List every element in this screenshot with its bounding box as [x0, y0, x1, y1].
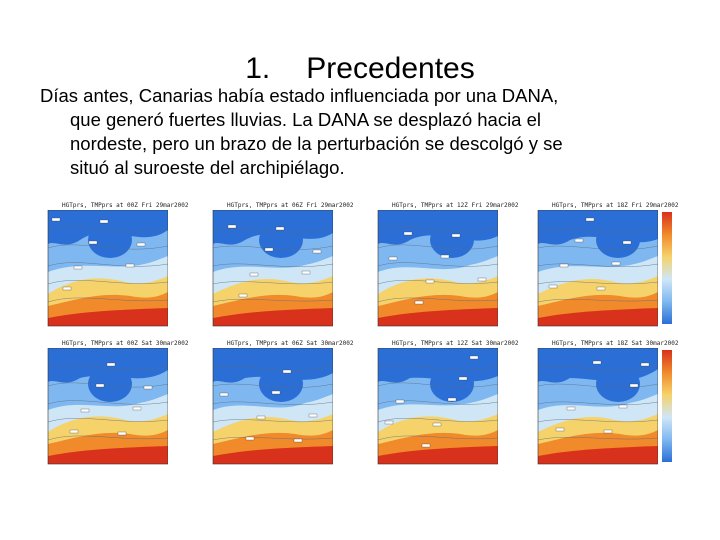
- title-text: Precedentes: [306, 52, 475, 85]
- paragraph-line: nordeste, pero un brazo de la perturbaci…: [70, 133, 563, 154]
- temperature-field-map: [47, 210, 168, 327]
- weather-map-panel: HGTprs, TMPprs at 00Z Fri 29mar2002: [40, 202, 189, 340]
- temperature-field-map: [47, 348, 168, 465]
- paragraph-line: situó al suroeste del archipiélago.: [70, 157, 345, 178]
- map-caption: HGTprs, TMPprs at 18Z Sat 30mar2002: [552, 340, 679, 347]
- map-caption: HGTprs, TMPprs at 06Z Fri 29mar2002: [227, 202, 354, 209]
- intro-paragraph: Días antes, Canarias había estado influe…: [40, 84, 680, 180]
- paragraph-line: que generó fuertes lluvias. La DANA se d…: [70, 109, 542, 130]
- weather-map-panel: HGTprs, TMPprs at 06Z Fri 29mar2002: [205, 202, 354, 340]
- temperature-field-map: [212, 348, 333, 465]
- title-number: 1.: [245, 52, 271, 85]
- colorbar-top: [662, 212, 672, 324]
- map-caption: HGTprs, TMPprs at 12Z Sat 30mar2002: [392, 340, 519, 347]
- temperature-field-map: [537, 210, 658, 327]
- map-caption: HGTprs, TMPprs at 12Z Fri 29mar2002: [392, 202, 519, 209]
- map-caption: HGTprs, TMPprs at 00Z Fri 29mar2002: [62, 202, 189, 209]
- weather-map-panel: HGTprs, TMPprs at 12Z Fri 29mar2002: [370, 202, 519, 340]
- temperature-field-map: [377, 348, 498, 465]
- weather-map-panel: HGTprs, TMPprs at 18Z Sat 30mar2002: [530, 340, 679, 478]
- paragraph-line: Días antes, Canarias había estado influe…: [40, 85, 559, 106]
- weather-map-panel: HGTprs, TMPprs at 06Z Sat 30mar2002: [205, 340, 354, 478]
- map-caption: HGTprs, TMPprs at 06Z Sat 30mar2002: [227, 340, 354, 347]
- temperature-field-map: [537, 348, 658, 465]
- map-caption: HGTprs, TMPprs at 18Z Fri 29mar2002: [552, 202, 679, 209]
- temperature-field-map: [377, 210, 498, 327]
- weather-map-panel: HGTprs, TMPprs at 12Z Sat 30mar2002: [370, 340, 519, 478]
- map-caption: HGTprs, TMPprs at 00Z Sat 30mar2002: [62, 340, 189, 347]
- weather-map-panel: HGTprs, TMPprs at 18Z Fri 29mar2002: [530, 202, 679, 340]
- slide-title: 1. Precedentes: [0, 52, 720, 86]
- colorbar-bottom: [662, 350, 672, 462]
- weather-map-panel: HGTprs, TMPprs at 00Z Sat 30mar2002: [40, 340, 189, 478]
- temperature-field-map: [212, 210, 333, 327]
